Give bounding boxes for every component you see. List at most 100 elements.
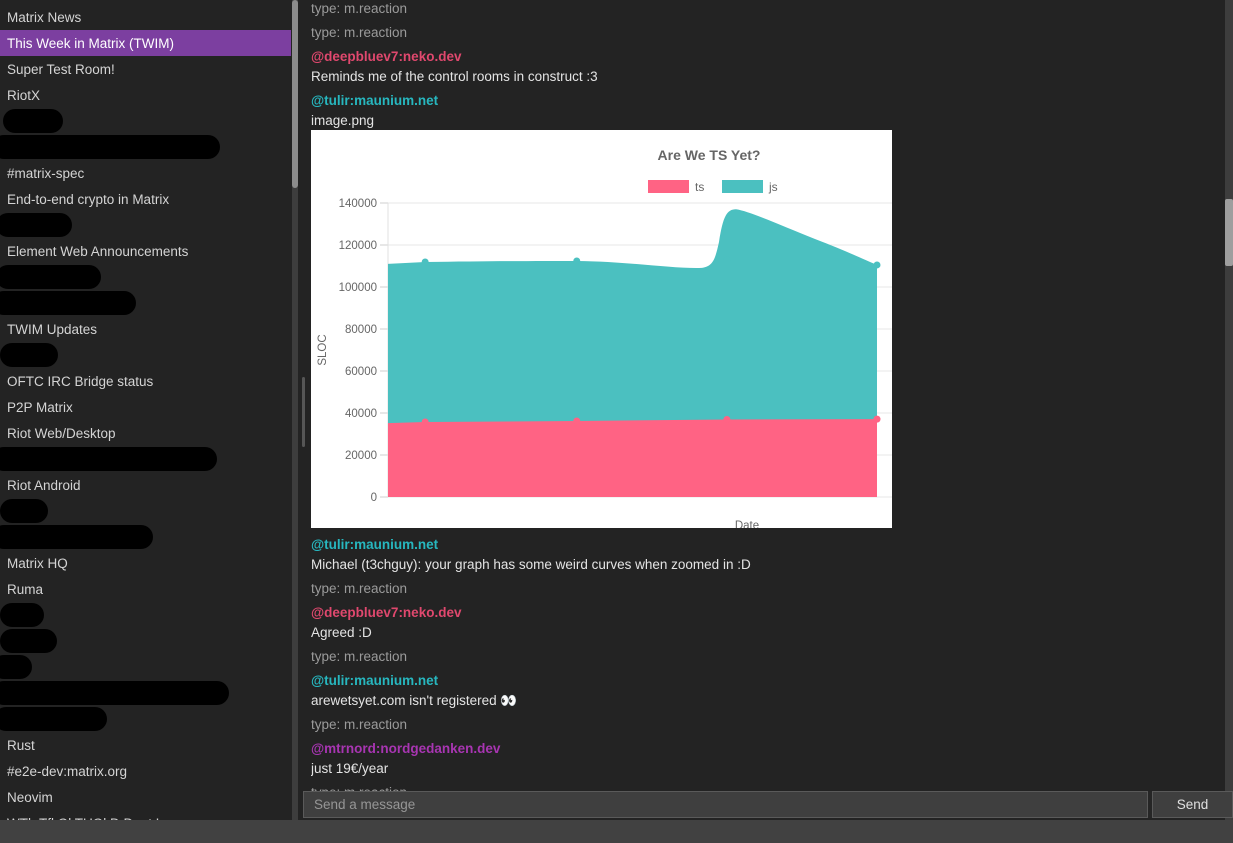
- redacted-room-item[interactable]: [0, 108, 291, 134]
- room-list-item[interactable]: Element Web Announcements: [0, 238, 291, 264]
- message-sender: @deepbluev7:neko.dev: [311, 49, 462, 64]
- message-sender: @mtrnord:nordgedanken.dev: [311, 741, 501, 756]
- room-name: This Week in Matrix (TWIM): [7, 35, 175, 51]
- timeline-scrollbar-track[interactable]: [1225, 0, 1233, 820]
- ts-area-series: [388, 419, 877, 497]
- room-name: Matrix HQ: [7, 555, 68, 571]
- message-input[interactable]: [303, 791, 1148, 818]
- message-text: Michael (t3chguy): your graph has some w…: [311, 557, 751, 572]
- room-list-item[interactable]: Riot Android: [0, 472, 291, 498]
- y-tick-label: 20000: [345, 450, 377, 462]
- redacted-room-item[interactable]: [0, 524, 291, 550]
- timeline-scrollbar-thumb[interactable]: [1225, 199, 1233, 266]
- redacted-room-item[interactable]: [0, 134, 291, 160]
- redacted-room-item[interactable]: [0, 446, 291, 472]
- event-type-label: type: m.reaction: [311, 1, 408, 16]
- message-sender: @deepbluev7:neko.dev: [311, 605, 462, 620]
- message-sender: @tulir:maunium.net: [311, 93, 439, 108]
- message-text: arewetsyet.com isn't registered 👀: [311, 693, 518, 708]
- room-list-item[interactable]: Super Test Room!: [0, 56, 291, 82]
- room-name: Riot Web/Desktop: [7, 425, 116, 441]
- redaction-blob: [0, 499, 48, 523]
- y-tick-label: 60000: [345, 366, 377, 378]
- room-list-item[interactable]: Matrix HQ: [0, 550, 291, 576]
- room-list: Matrix News This Week in Matrix (TWIM) Sup…: [0, 4, 291, 820]
- redaction-blob: [0, 291, 136, 315]
- sidebar-scrollbar-thumb[interactable]: [292, 0, 298, 188]
- room-list-item[interactable]: Ruma: [0, 576, 291, 602]
- redaction-blob: [0, 525, 153, 549]
- room-name: P2P Matrix: [7, 399, 73, 415]
- redaction-blob: [3, 109, 63, 133]
- room-list-item[interactable]: OFTC IRC Bridge status: [0, 368, 291, 394]
- room-list-item[interactable]: Matrix News: [0, 4, 291, 30]
- redaction-blob: [0, 603, 44, 627]
- sidebar-scrollbar-track[interactable]: [292, 0, 298, 820]
- send-button[interactable]: Send: [1152, 791, 1233, 818]
- room-list-item[interactable]: #matrix-spec: [0, 160, 291, 186]
- redaction-blob: [0, 135, 220, 159]
- legend-swatch-js: [722, 180, 763, 193]
- message-timeline: type: m.reaction type: m.reaction @deepblu…: [311, 1, 1225, 820]
- room-name: End-to-end crypto in Matrix: [7, 191, 170, 207]
- room-list-item[interactable]: End-to-end crypto in Matrix: [0, 186, 291, 212]
- room-name: Matrix News: [7, 9, 82, 25]
- room-list-item[interactable]: Rust: [0, 732, 291, 758]
- redacted-room-item[interactable]: [0, 706, 291, 732]
- event-type-label: type: m.reaction: [311, 581, 408, 596]
- message-text: just 19€/year: [311, 761, 389, 776]
- redaction-blob: [0, 213, 72, 237]
- room-list-sidebar: Matrix News This Week in Matrix (TWIM) Sup…: [0, 0, 306, 820]
- room-name: #matrix-spec: [7, 165, 85, 181]
- event-type-label: type: m.reaction: [311, 25, 408, 40]
- y-tick-label: 140000: [339, 198, 377, 210]
- splitter-handle[interactable]: [302, 377, 305, 447]
- window-statusbar: [0, 820, 1233, 843]
- redacted-room-item[interactable]: [0, 264, 291, 290]
- room-list-item[interactable]: #e2e-dev:matrix.org: [0, 758, 291, 784]
- redacted-room-item[interactable]: [0, 602, 291, 628]
- chart-image-attachment[interactable]: 0 20000 40000 60000 80000 100000 120000 140000 A…: [311, 130, 892, 528]
- redacted-room-item[interactable]: [0, 654, 291, 680]
- redaction-blob: [0, 707, 107, 731]
- room-name: #e2e-dev:matrix.org: [7, 763, 128, 779]
- room-list-item[interactable]: TWIM Updates: [0, 316, 291, 342]
- redaction-blob: [0, 655, 32, 679]
- redacted-room-item[interactable]: [0, 498, 291, 524]
- redacted-room-item[interactable]: [0, 342, 291, 368]
- room-name: Ruma: [7, 581, 44, 597]
- room-list-item[interactable]: Riot Web/Desktop: [0, 420, 291, 446]
- room-name: Neovim: [7, 789, 53, 805]
- redacted-room-item[interactable]: [0, 212, 291, 238]
- room-list-item[interactable]: This Week in Matrix (TWIM): [0, 30, 291, 56]
- room-list-item[interactable]: WTh Tfl Ol TUOl D Doot L: [0, 810, 291, 821]
- y-tick-label: 40000: [345, 408, 377, 420]
- room-name: WTh Tfl Ol TUOl D Doot L: [7, 816, 163, 821]
- room-list-item[interactable]: P2P Matrix: [0, 394, 291, 420]
- message-text: Agreed :D: [311, 625, 372, 640]
- x-axis-label: Date: [735, 520, 759, 528]
- redacted-room-item[interactable]: [0, 680, 291, 706]
- message-text: Reminds me of the control rooms in const…: [311, 69, 598, 84]
- legend-label-ts: ts: [695, 180, 704, 194]
- room-name: Super Test Room!: [7, 61, 115, 77]
- room-list-item[interactable]: Neovim: [0, 784, 291, 810]
- redaction-blob: [0, 629, 57, 653]
- message-text: image.png: [311, 113, 375, 128]
- message-sender: @tulir:maunium.net: [311, 537, 439, 552]
- room-name: TWIM Updates: [7, 321, 98, 337]
- event-type-label: type: m.reaction: [311, 717, 408, 732]
- redacted-room-item[interactable]: [0, 290, 291, 316]
- room-name: Riot Android: [7, 477, 81, 493]
- y-tick-label: 120000: [339, 240, 377, 252]
- y-tick-label: 100000: [339, 282, 377, 294]
- event-type-label: type: m.reaction: [311, 649, 408, 664]
- y-axis-label: SLOC: [317, 334, 329, 365]
- chart-title: Are We TS Yet?: [658, 147, 761, 163]
- composer-divider: [1148, 791, 1152, 818]
- message-sender: @tulir:maunium.net: [311, 673, 439, 688]
- redacted-room-item[interactable]: [0, 628, 291, 654]
- room-name: Element Web Announcements: [7, 243, 189, 259]
- room-list-item[interactable]: RiotX: [0, 82, 291, 108]
- redaction-blob: [0, 343, 58, 367]
